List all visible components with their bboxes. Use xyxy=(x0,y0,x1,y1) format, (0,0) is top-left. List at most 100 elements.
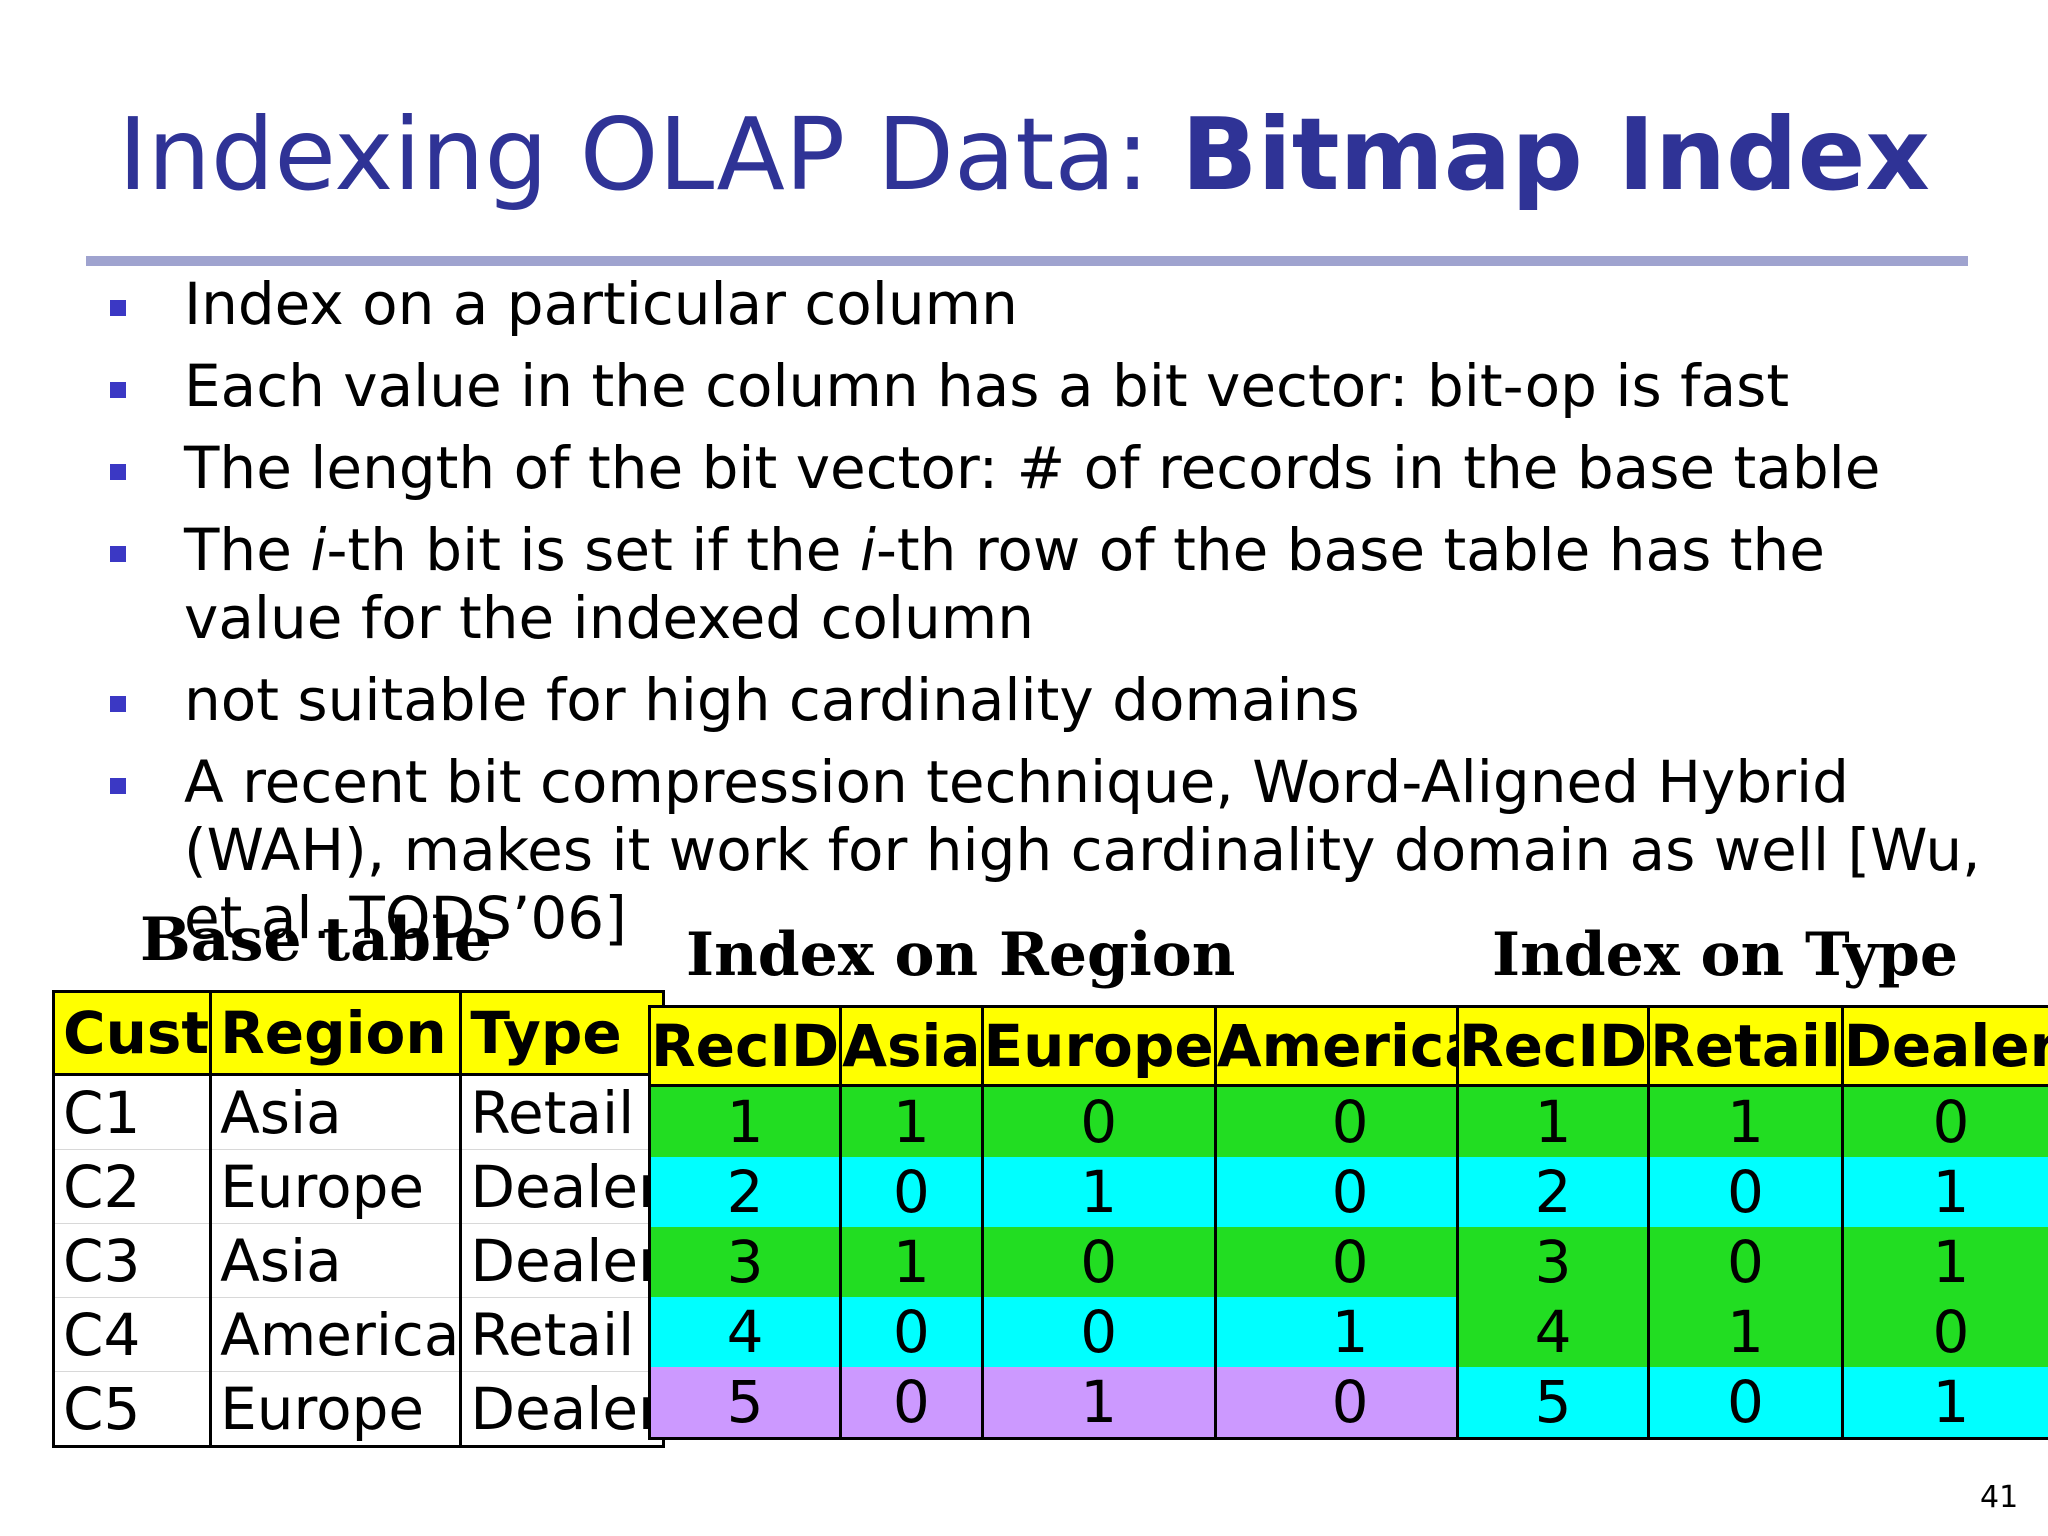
table-cell: 0 xyxy=(1213,1085,1487,1157)
type-index-caption: Index on Type xyxy=(1492,920,1959,990)
table-cell: 4 xyxy=(647,1297,843,1367)
square-bullet-icon xyxy=(110,382,126,398)
table-row: 1 1 0 0 xyxy=(647,1085,1487,1157)
table-row: C5 Europe Dealer xyxy=(51,1371,665,1447)
table-cell: 0 xyxy=(980,1297,1217,1367)
table-row: C4 America Retail xyxy=(51,1297,665,1372)
region-index-caption: Index on Region xyxy=(686,920,1236,990)
table-row: C2 Europe Dealer xyxy=(51,1149,665,1224)
table-cell: 0 xyxy=(980,1085,1217,1157)
bullet-item: Each value in the column has a bit vecto… xyxy=(110,352,1990,420)
table-row: C3 Asia Dealer xyxy=(51,1223,665,1298)
table-cell: 5 xyxy=(1455,1367,1651,1439)
table-row: C1 Asia Retail xyxy=(51,1074,665,1150)
table-row: 2 0 1 0 xyxy=(647,1157,1487,1227)
title-bold: Bitmap Index xyxy=(1181,96,1930,213)
region-index-table: RecID Asia Europe America 1 1 0 0 2 0 1 … xyxy=(647,1005,1487,1440)
table-cell: 0 xyxy=(839,1367,984,1439)
table-cell: Retail xyxy=(459,1297,665,1372)
slide-title: Indexing OLAP Data: Bitmap Index xyxy=(0,95,2048,215)
bullet-list: Index on a particular column Each value … xyxy=(110,270,1990,966)
title-normal: Indexing OLAP Data: xyxy=(118,96,1182,213)
table-cell: 1 xyxy=(647,1085,843,1157)
table-cell: 0 xyxy=(1840,1297,2048,1367)
bullet-item: Index on a particular column xyxy=(110,270,1990,338)
table-cell: 3 xyxy=(1455,1227,1651,1297)
table-cell: 1 xyxy=(1840,1157,2048,1227)
column-header: Type xyxy=(459,990,665,1076)
table-cell: Europe xyxy=(209,1371,463,1447)
table-cell: 0 xyxy=(839,1297,984,1367)
table-cell: Dealer xyxy=(459,1223,665,1298)
table-cell: 0 xyxy=(1213,1367,1487,1439)
table-row: 3 1 0 0 xyxy=(647,1227,1487,1297)
column-header: Dealer xyxy=(1840,1005,2048,1087)
table-row: 5 0 1 xyxy=(1455,1367,2048,1439)
table-cell: Asia xyxy=(209,1074,463,1150)
table-cell: Europe xyxy=(209,1149,463,1224)
table-cell: 5 xyxy=(647,1367,843,1439)
table-cell: 0 xyxy=(1213,1157,1487,1227)
square-bullet-icon xyxy=(110,778,126,794)
table-cell: 2 xyxy=(1455,1157,1651,1227)
column-header: Region xyxy=(209,990,463,1076)
table-cell: C1 xyxy=(51,1074,213,1150)
table-header-row: RecID Asia Europe America xyxy=(647,1005,1487,1087)
table-cell: Retail xyxy=(459,1074,665,1150)
table-cell: 0 xyxy=(1647,1367,1844,1439)
table-cell: 4 xyxy=(1455,1297,1651,1367)
table-cell: 1 xyxy=(980,1367,1217,1439)
table-cell: 1 xyxy=(839,1227,984,1297)
table-cell: Dealer xyxy=(459,1371,665,1447)
square-bullet-icon xyxy=(110,546,126,562)
table-header-row: Cust Region Type xyxy=(51,990,665,1076)
base-table-caption: Base table xyxy=(140,905,492,975)
table-row: 5 0 1 0 xyxy=(647,1367,1487,1439)
table-cell: America xyxy=(209,1297,463,1372)
table-cell: 1 xyxy=(1455,1085,1651,1157)
table-row: 1 1 0 xyxy=(1455,1085,2048,1157)
table-cell: 0 xyxy=(1213,1227,1487,1297)
table-cell: Dealer xyxy=(459,1149,665,1224)
table-cell: 1 xyxy=(1840,1367,2048,1439)
column-header: Europe xyxy=(980,1005,1217,1087)
square-bullet-icon xyxy=(110,696,126,712)
bullet-item: The length of the bit vector: # of recor… xyxy=(110,434,1990,502)
table-cell: 2 xyxy=(647,1157,843,1227)
table-cell: 0 xyxy=(1647,1157,1844,1227)
column-header: Retail xyxy=(1647,1005,1844,1087)
column-header: Cust xyxy=(51,990,213,1076)
bullet-item: A recent bit compression technique, Word… xyxy=(110,748,1990,952)
table-cell: 0 xyxy=(1647,1227,1844,1297)
table-cell: 1 xyxy=(1647,1085,1844,1157)
type-index-table: RecID Retail Dealer 1 1 0 2 0 1 3 0 1 4 … xyxy=(1455,1005,2048,1440)
bullet-item: The i-th bit is set if the i-th row of t… xyxy=(110,516,1990,652)
table-row: 4 0 0 1 xyxy=(647,1297,1487,1367)
table-row: 3 0 1 xyxy=(1455,1227,2048,1297)
table-cell: 0 xyxy=(1840,1085,2048,1157)
table-cell: C5 xyxy=(51,1371,213,1447)
table-cell: 1 xyxy=(1213,1297,1487,1367)
table-cell: 3 xyxy=(647,1227,843,1297)
column-header: Asia xyxy=(839,1005,984,1087)
table-cell: C3 xyxy=(51,1223,213,1298)
square-bullet-icon xyxy=(110,300,126,316)
base-table: Cust Region Type C1 Asia Retail C2 Europ… xyxy=(51,990,665,1448)
table-cell: C4 xyxy=(51,1297,213,1372)
table-cell: 1 xyxy=(1840,1227,2048,1297)
table-cell: 1 xyxy=(1647,1297,1844,1367)
square-bullet-icon xyxy=(110,464,126,480)
page-number: 41 xyxy=(1980,1480,2019,1515)
table-row: 2 0 1 xyxy=(1455,1157,2048,1227)
table-cell: 0 xyxy=(839,1157,984,1227)
table-cell: Asia xyxy=(209,1223,463,1298)
title-divider xyxy=(86,256,1968,266)
table-cell: C2 xyxy=(51,1149,213,1224)
column-header: America xyxy=(1213,1005,1487,1087)
table-header-row: RecID Retail Dealer xyxy=(1455,1005,2048,1087)
column-header: RecID xyxy=(1455,1005,1651,1087)
table-cell: 1 xyxy=(980,1157,1217,1227)
table-row: 4 1 0 xyxy=(1455,1297,2048,1367)
table-cell: 0 xyxy=(980,1227,1217,1297)
column-header: RecID xyxy=(647,1005,843,1087)
